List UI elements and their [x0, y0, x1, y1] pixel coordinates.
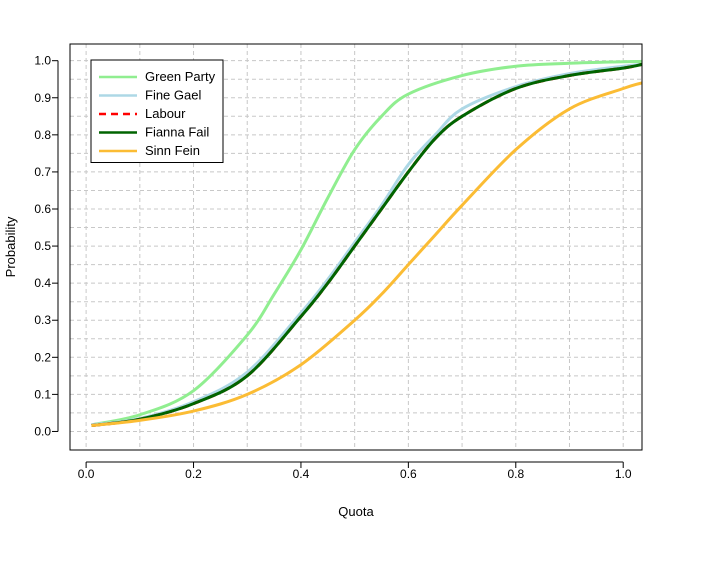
- series-line-fianna-fail: [91, 62, 643, 428]
- legend: Green Party Fine Gael Labour Fianna Fail Sin…: [90, 59, 224, 163]
- y-tick-label: 0.8: [34, 128, 51, 142]
- x-tick-label: 0.6: [400, 467, 417, 481]
- legend-label-labour: Labour: [145, 106, 186, 121]
- x-tick-label: 0.8: [507, 467, 524, 481]
- legend-label-green-party: Green Party: [145, 69, 216, 84]
- y-tick-label: 0.4: [34, 276, 51, 290]
- x-tick-label: 0.2: [185, 467, 202, 481]
- y-axis-label: Probability: [3, 216, 18, 277]
- y-tick-label: 0.5: [34, 239, 51, 253]
- x-axis: 0.0 0.2 0.4 0.6 0.8 1.0: [78, 461, 632, 481]
- x-tick-label: 0.4: [293, 467, 310, 481]
- legend-label-fianna-fail: Fianna Fail: [145, 125, 209, 140]
- series-lines: [91, 59, 643, 428]
- y-tick-label: 0.7: [34, 165, 51, 179]
- plot-frame: [69, 43, 643, 451]
- y-tick-label: 0.3: [34, 313, 51, 327]
- y-axis: 0.0 0.1 0.2 0.3 0.4 0.5 0.6 0.7 0.8 0.9 1.0: [34, 54, 59, 438]
- x-tick-label: 1.0: [615, 467, 632, 481]
- y-tick-label: 0.1: [34, 387, 51, 401]
- y-tick-label: 0.2: [34, 350, 51, 364]
- x-axis-label: Quota: [338, 504, 374, 519]
- series-line-green-party: [91, 59, 643, 427]
- series-line-sinn-fein: [91, 81, 643, 428]
- y-tick-label: 0.9: [34, 91, 51, 105]
- y-tick-label: 1.0: [34, 54, 51, 68]
- legend-label-fine-gael: Fine Gael: [145, 88, 201, 103]
- y-tick-label: 0.6: [34, 202, 51, 216]
- y-tick-label: 0.0: [34, 424, 51, 438]
- legend-label-sinn-fein: Sinn Fein: [145, 143, 200, 158]
- x-tick-label: 0.0: [78, 467, 95, 481]
- series-line-fine-gael: [91, 62, 643, 427]
